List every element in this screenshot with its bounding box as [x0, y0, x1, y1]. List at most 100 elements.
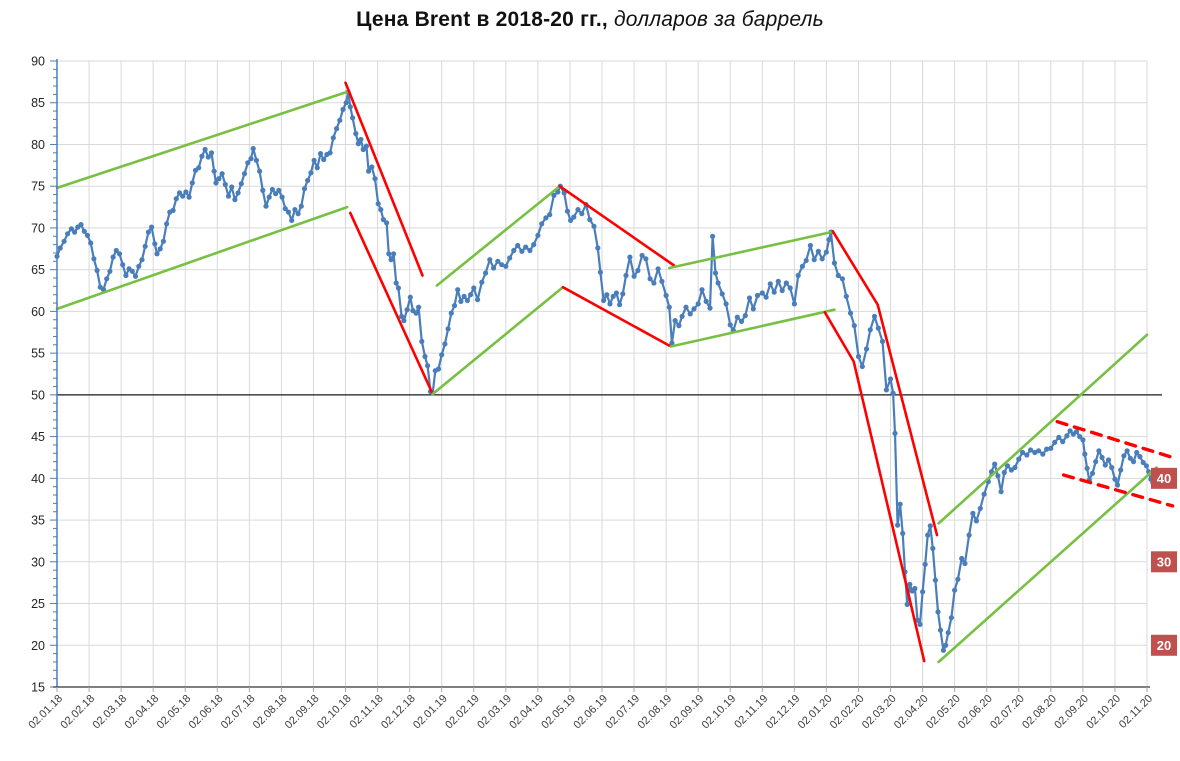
x-tick-label: 02.09.19	[668, 693, 707, 732]
price-marker	[232, 197, 238, 203]
price-marker	[301, 186, 308, 192]
price-marker	[491, 265, 497, 271]
price-marker	[279, 194, 285, 200]
x-tick-label: 02.02.18	[58, 693, 97, 732]
x-tick-label: 02.04.18	[123, 693, 162, 732]
price-marker	[699, 287, 705, 293]
price-marker	[350, 115, 356, 121]
up-channel-2020-upper-trendline	[937, 333, 1149, 525]
y-tick-label: 55	[31, 347, 45, 361]
y-tick-label: 45	[31, 430, 45, 444]
price-marker	[663, 292, 669, 299]
price-marker	[575, 207, 581, 213]
price-marker	[992, 461, 998, 467]
price-marker	[1124, 448, 1130, 454]
price-marker	[547, 212, 553, 218]
price-marker	[136, 263, 142, 269]
price-marker	[401, 318, 407, 324]
x-tick-label: 02.08.18	[251, 693, 290, 732]
price-marker	[973, 518, 980, 524]
price-marker	[384, 220, 390, 226]
price-marker	[719, 291, 725, 297]
price-marker	[835, 272, 841, 279]
y-tick-label: 75	[31, 180, 45, 194]
x-tick-label: 02.06.20	[956, 693, 995, 732]
price-marker	[57, 245, 63, 251]
level-badges: 40 30 20	[1151, 467, 1177, 656]
price-marker	[1093, 459, 1099, 465]
price-marker	[783, 280, 789, 286]
x-tick-label: 02.03.20	[860, 693, 899, 732]
price-marker	[955, 576, 961, 582]
price-marker	[892, 430, 898, 436]
price-marker	[823, 249, 830, 255]
y-tick-label: 35	[31, 514, 45, 528]
price-marker	[461, 293, 467, 299]
up-channel-2019-upper-trendline	[435, 184, 562, 287]
price-marker	[604, 292, 610, 298]
price-marker	[970, 510, 976, 516]
price-marker	[110, 254, 116, 260]
price-marker	[202, 146, 208, 153]
price-marker	[635, 267, 641, 274]
price-marker	[208, 150, 215, 156]
price-marker	[1048, 445, 1054, 451]
price-marker	[305, 177, 311, 183]
price-marker	[738, 318, 745, 324]
price-marker	[859, 363, 865, 370]
price-marker	[815, 248, 822, 254]
price-marker	[455, 287, 461, 293]
price-marker	[464, 297, 470, 304]
price-marker	[855, 353, 862, 360]
price-marker	[1134, 449, 1140, 456]
price-marker	[189, 180, 195, 186]
price-marker	[712, 270, 719, 276]
x-tick-label: 02.08.20	[1020, 693, 1059, 732]
price-marker	[595, 245, 601, 251]
down-channel-2020-lower-trendline	[1061, 473, 1175, 508]
down-break-2019-lower-trendline	[561, 285, 671, 347]
up-channel-2020-lower-trendline	[937, 466, 1158, 664]
y-tick-label: 85	[31, 96, 45, 110]
x-tick-label: 02.06.19	[571, 693, 610, 732]
price-marker	[1001, 469, 1007, 476]
price-marker	[347, 104, 353, 110]
x-tick-label: 02.04.19	[507, 693, 546, 732]
price-marker	[647, 276, 653, 282]
price-marker	[966, 532, 972, 538]
price-marker	[564, 208, 571, 214]
price-marker	[703, 298, 709, 304]
price-marker	[920, 589, 926, 595]
price-marker	[375, 201, 381, 207]
price-marker	[826, 237, 832, 243]
price-marker	[1121, 453, 1127, 459]
price-marker	[948, 615, 955, 621]
price-marker	[413, 310, 419, 316]
chart-title: Цена Brent в 2018-20 гг., долларов за ба…	[0, 8, 1180, 32]
level-badge-30: 30	[1151, 551, 1177, 573]
level-badge-value: 40	[1157, 471, 1171, 486]
price-marker	[1004, 463, 1011, 469]
price-marker	[471, 285, 477, 291]
price-marker	[601, 297, 607, 304]
price-marker	[617, 302, 623, 308]
price-marker	[831, 260, 838, 266]
price-marker	[435, 366, 442, 372]
price-marker	[863, 346, 870, 352]
price-marker	[1064, 433, 1070, 439]
price-marker	[895, 522, 901, 528]
price-marker	[442, 341, 448, 347]
price-marker	[173, 196, 179, 202]
price-marker	[366, 168, 372, 174]
x-tick-label: 02.10.18	[315, 693, 354, 732]
price-marker	[666, 304, 672, 310]
price-marker	[759, 290, 765, 296]
price-marker	[257, 168, 263, 174]
x-tick-label: 02.12.18	[379, 693, 418, 732]
price-marker	[225, 193, 232, 199]
price-marker	[222, 181, 228, 188]
chart-title-main: Цена Brent в 2018-20 гг.,	[356, 8, 608, 31]
price-marker	[1052, 439, 1058, 445]
price-marker	[734, 314, 740, 320]
level-badge-box	[1151, 467, 1177, 489]
